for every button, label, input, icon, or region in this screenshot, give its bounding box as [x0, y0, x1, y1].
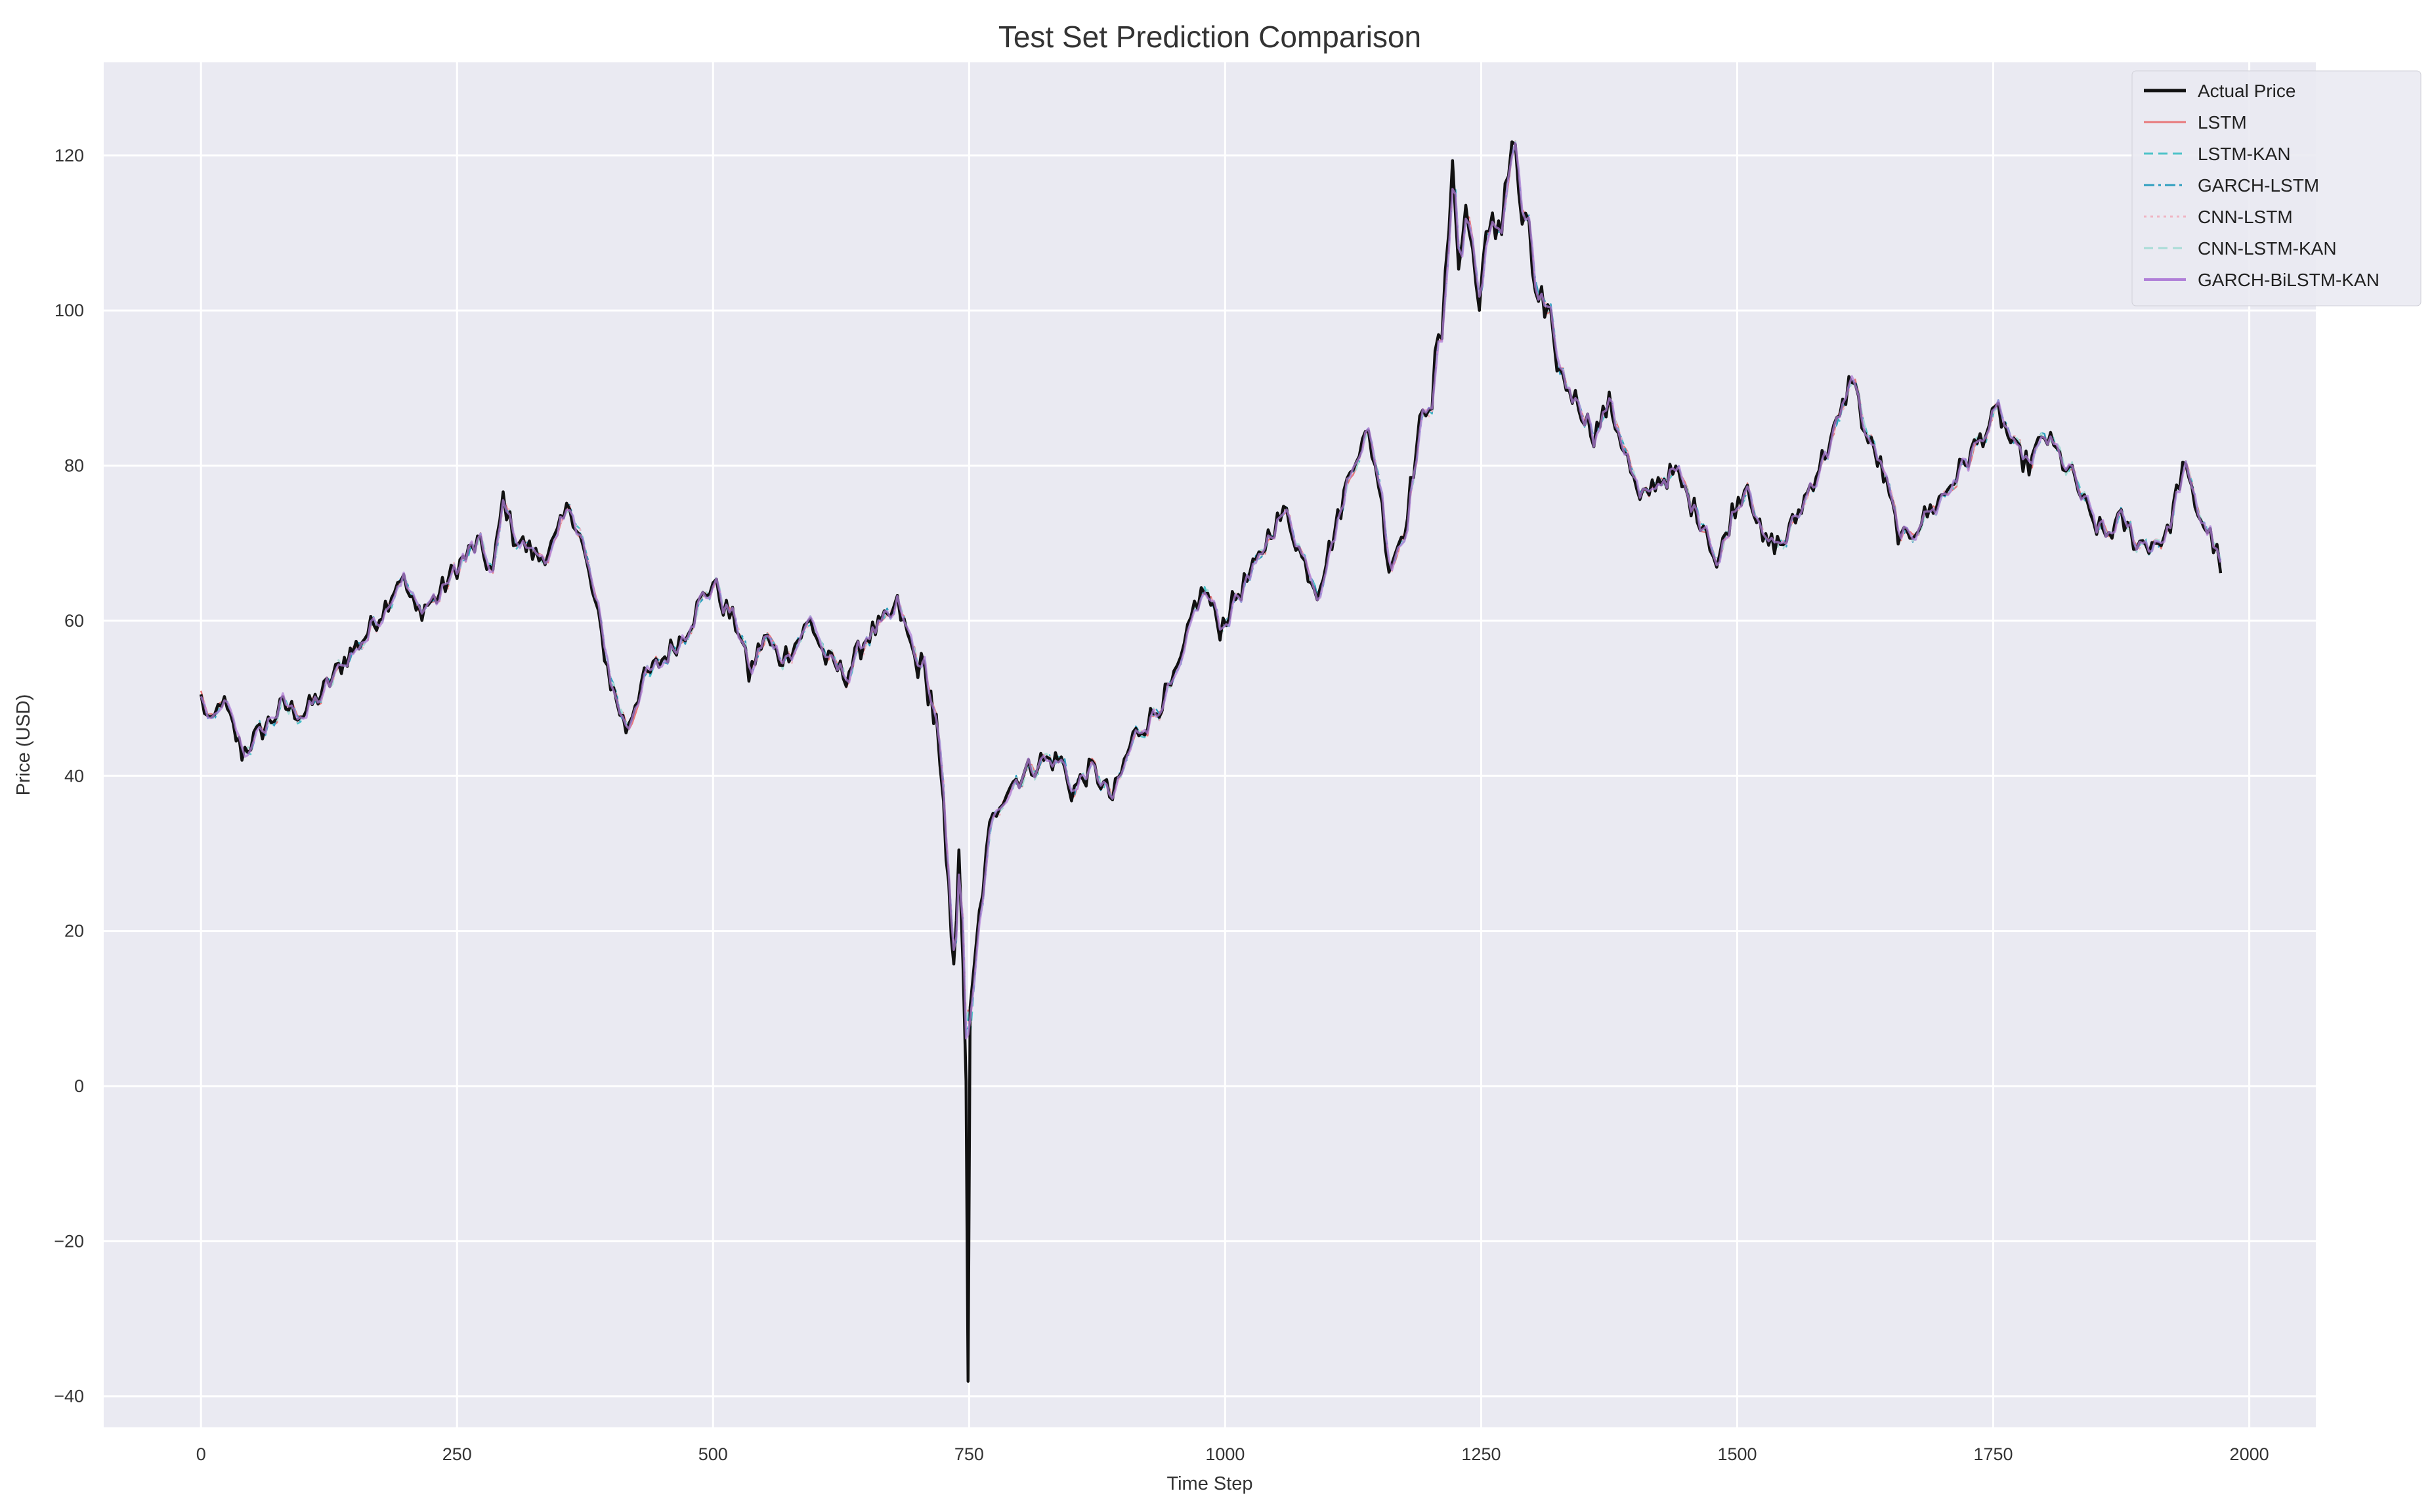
- y-tick-label: 100: [54, 301, 84, 320]
- y-tick-label: 40: [64, 766, 84, 786]
- legend: Actual Price LSTM LSTM-KAN GARCH-LSTM CNN-LS…: [2131, 70, 2422, 306]
- x-axis-ticks: 0 250 500 750 1000 1250 1500 1750 2000: [196, 1444, 2269, 1464]
- x-tick-label: 1500: [1717, 1444, 1757, 1464]
- x-tick-label: 500: [698, 1444, 728, 1464]
- x-tick-label: 1000: [1205, 1444, 1245, 1464]
- x-tick-label: 750: [954, 1444, 984, 1464]
- legend-box: [2131, 70, 2422, 306]
- chart-title: Test Set Prediction Comparison: [998, 20, 1421, 54]
- x-tick-label: 2000: [2230, 1444, 2269, 1464]
- x-tick-label: 1250: [1461, 1444, 1501, 1464]
- x-axis-label: Time Step: [1166, 1473, 1252, 1494]
- series-layer: [199, 139, 2223, 1383]
- y-tick-label: 20: [64, 921, 84, 941]
- y-tick-label: 0: [74, 1076, 84, 1096]
- x-tick-label: 250: [442, 1444, 472, 1464]
- series-line-garch-bilstm-kan: [200, 142, 2222, 1040]
- legend-label: CNN-LSTM: [2198, 207, 2293, 227]
- legend-label: CNN-LSTM-KAN: [2198, 238, 2337, 259]
- legend-label: LSTM-KAN: [2198, 144, 2291, 164]
- y-tick-label: −40: [54, 1387, 84, 1406]
- legend-label: Actual Price: [2198, 81, 2295, 101]
- legend-label: GARCH-LSTM: [2198, 175, 2319, 196]
- plot-area: [104, 62, 2316, 1427]
- y-tick-label: 80: [64, 456, 84, 476]
- y-axis-label: Price (USD): [13, 694, 34, 796]
- y-tick-label: 60: [64, 611, 84, 631]
- y-tick-label: −20: [54, 1231, 84, 1251]
- y-axis-ticks: −40 −20 0 20 40 60 80 100 120: [54, 146, 84, 1406]
- legend-label: GARCH-BiLSTM-KAN: [2198, 270, 2380, 290]
- x-tick-label: 0: [196, 1444, 206, 1464]
- x-tick-label: 1750: [1974, 1444, 2013, 1464]
- legend-label: LSTM: [2198, 112, 2247, 133]
- y-tick-label: 120: [54, 146, 84, 165]
